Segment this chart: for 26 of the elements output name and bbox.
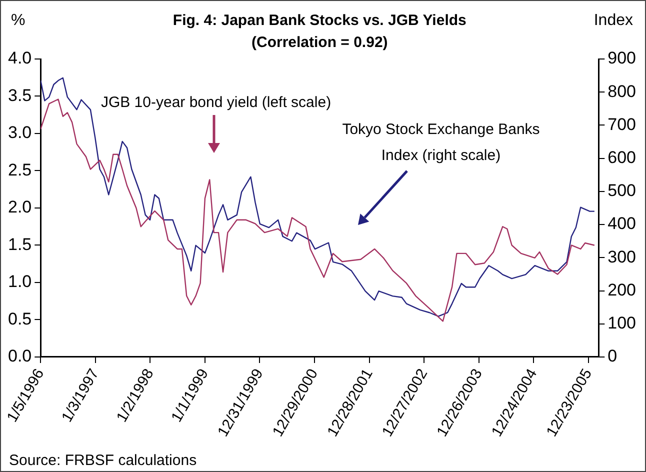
y2-tick-label: 300 <box>608 247 636 266</box>
annotation: JGB 10-year bond yield (left scale) <box>100 94 332 111</box>
y-tick-label: 3.0 <box>8 123 32 142</box>
y-tick-label: 4.0 <box>8 48 32 68</box>
y-tick-label: 3.5 <box>8 86 32 105</box>
y2-tick-label: 500 <box>608 181 636 200</box>
chart-title: Fig. 4: Japan Bank Stocks vs. JGB Yields <box>172 12 466 29</box>
y2-tick-label: 400 <box>608 214 636 234</box>
y2-tick-label: 100 <box>608 314 636 333</box>
y2-tick-label: 800 <box>608 82 636 101</box>
y2-axis-title: Index <box>594 12 633 29</box>
y-tick-label: 1.5 <box>8 234 32 254</box>
y2-tick-label: 200 <box>608 280 636 300</box>
y-tick-label: 2.0 <box>8 198 32 217</box>
chart-subtitle: (Correlation = 0.92) <box>251 34 388 51</box>
y-tick-label: 0.0 <box>8 346 32 366</box>
y2-tick-label: 600 <box>608 148 636 168</box>
y-tick-label: 0.5 <box>8 309 32 328</box>
y2-tick-label: 900 <box>608 48 636 68</box>
y-tick-label: 1.0 <box>8 272 32 292</box>
source-note: Source: FRBSF calculations <box>9 452 197 469</box>
y-tick-label: 2.5 <box>8 160 32 180</box>
y2-tick-label: 700 <box>608 114 636 134</box>
y2-tick-label: 0 <box>608 346 618 366</box>
y-axis-title: % <box>11 12 26 29</box>
annotation: Tokyo Stock Exchange Banks Index (right scale) <box>342 121 540 164</box>
